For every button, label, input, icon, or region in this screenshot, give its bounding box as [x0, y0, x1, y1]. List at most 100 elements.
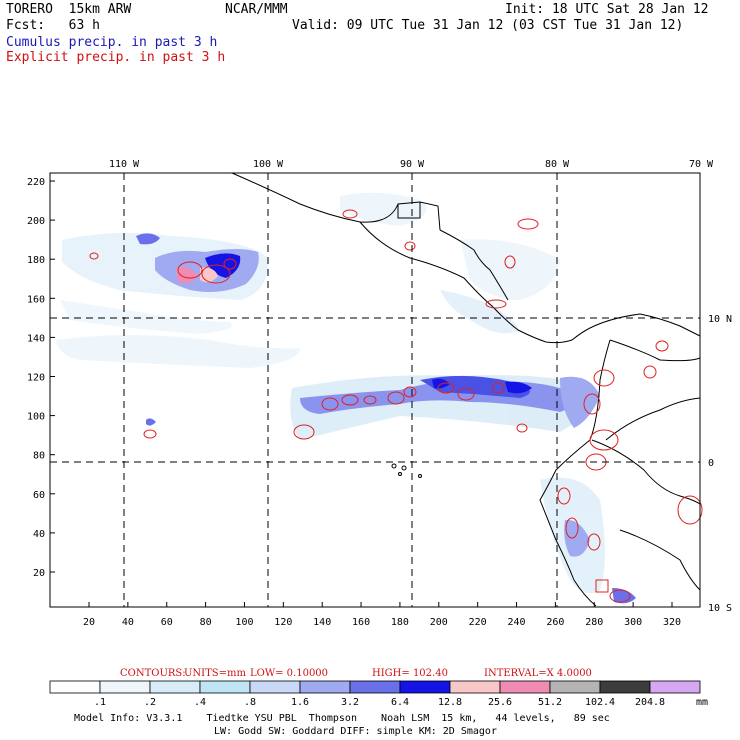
colorbar-label: 3.2 [341, 697, 359, 708]
contour [643, 365, 657, 379]
y-tick-label: 20 [33, 568, 45, 579]
colorbar-label: 204.8 [635, 697, 665, 708]
island-galapagos [398, 472, 402, 476]
colorbar-swatch [199, 680, 251, 694]
precip-area [420, 375, 530, 398]
contour [609, 589, 631, 603]
precip-area [560, 376, 600, 428]
y-tick-label: 80 [33, 451, 45, 462]
contour [223, 258, 237, 270]
contour [403, 386, 417, 398]
contour [589, 429, 619, 451]
model-info-line1: Model Info: V3.3.1 Tiedtke YSU PBL Thomp… [74, 713, 610, 724]
border-peru-brazil [619, 529, 701, 591]
contour-info: CONTOURS: UNITS=mm LOW= 0.10000 HIGH= 10… [120, 668, 592, 679]
x-tick-label: 60 [161, 617, 173, 628]
coastlines [231, 172, 701, 607]
contour [557, 487, 571, 505]
x-tick-label: 320 [663, 617, 681, 628]
x-tick-label: 160 [352, 617, 370, 628]
contour-info-label: CONTOURS: [120, 668, 186, 679]
x-tick-label: 100 [235, 617, 253, 628]
colorbar-label: 1.6 [291, 697, 309, 708]
contour [89, 252, 99, 260]
y-tick-label: 60 [33, 490, 45, 501]
x-tick-label: 260 [546, 617, 564, 628]
colorbar-label: .2 [144, 697, 156, 708]
contour [321, 397, 339, 411]
center-name: NCAR/MMM [225, 2, 288, 17]
contour [342, 209, 358, 219]
colorbar-swatch [399, 680, 451, 694]
valid-time: Valid: 09 UTC Tue 31 Jan 12 (03 CST Tue … [292, 18, 684, 33]
precip-area [136, 233, 160, 245]
contour [593, 369, 615, 387]
y-tick-label: 180 [27, 255, 45, 266]
explicit-precip-contours [89, 209, 703, 603]
colorbar-swatch [349, 680, 401, 694]
contour [457, 387, 475, 401]
precip-area [56, 335, 300, 368]
coastline-north-venezuela [609, 339, 701, 362]
border-ecuador-peru [591, 439, 701, 505]
lon-label: 90 W [400, 159, 425, 170]
forecast-hour: Fcst: 63 h [6, 18, 100, 33]
precip-area [176, 267, 198, 284]
contour-info-units: UNITS=mm [184, 668, 247, 679]
init-time: Init: 18 UTC Sat 28 Jan 12 [505, 2, 709, 17]
colorbar-label: 6.4 [391, 697, 409, 708]
precip-shading [56, 192, 636, 604]
model-info-line2: LW: Godd SW: Goddard DIFF: simple KM: 2D… [214, 726, 497, 737]
map-frame [49, 172, 701, 608]
x-tick-label: 20 [83, 617, 95, 628]
y-tick-label: 40 [33, 529, 45, 540]
island-galapagos [391, 463, 397, 469]
x-tick-label: 180 [391, 617, 409, 628]
lat-label: 0 [708, 458, 714, 469]
border [397, 202, 421, 219]
colorbar-label: 12.8 [438, 697, 462, 708]
y-tick-label: 120 [27, 373, 45, 384]
y-tick-label: 220 [27, 177, 45, 188]
lon-label: 80 W [545, 159, 570, 170]
precip-area [60, 300, 232, 334]
colorbar-swatch [649, 680, 701, 694]
contour [341, 394, 359, 406]
contour [595, 579, 609, 593]
colorbar-label: 102.4 [585, 697, 615, 708]
contour [516, 423, 528, 433]
colorbar-swatch [599, 680, 651, 694]
x-tick-label: 120 [274, 617, 292, 628]
x-tick-label: 220 [469, 617, 487, 628]
colorbar-label: 51.2 [538, 697, 562, 708]
contour [491, 382, 505, 394]
colorbar-label: .4 [194, 697, 206, 708]
colorbar: .1 .2 .4 .8 1.6 3.2 6.4 12.8 25.6 51.2 102.4 204.8 [49, 680, 701, 708]
contour-info-interval: INTERVAL=X 4.0000 [484, 668, 592, 679]
lat-label: 10 S [708, 603, 732, 614]
colorbar-swatch [249, 680, 301, 694]
contour [437, 382, 455, 394]
coastline-south-america-west [539, 339, 611, 607]
lon-label: 70 W [689, 159, 714, 170]
lat-label: 10 N [708, 314, 732, 325]
colorbar-swatch [49, 680, 101, 694]
colorbar-label: .1 [94, 697, 106, 708]
contour [177, 261, 203, 279]
precip-area [146, 418, 156, 426]
contour-info-high: HIGH= 102.40 [372, 668, 448, 679]
colorbar-swatch [299, 680, 351, 694]
contour [655, 340, 669, 352]
x-tick-label: 300 [624, 617, 642, 628]
contour [504, 255, 516, 269]
contour [363, 395, 377, 405]
model-name: TORERO 15km ARW [6, 2, 132, 17]
x-axis-ticks: 20 40 60 80 100 120 140 160 180 200 220 240 260 280 30… [83, 602, 681, 628]
precip-area [460, 239, 560, 300]
y-tick-label: 140 [27, 333, 45, 344]
x-tick-label: 280 [585, 617, 603, 628]
y-tick-label: 160 [27, 294, 45, 305]
y-axis-ticks: 20 40 60 80 100 120 140 160 180 200 220 [27, 177, 55, 579]
field-explicit-label: Explicit precip. in past 3 h [6, 50, 226, 65]
